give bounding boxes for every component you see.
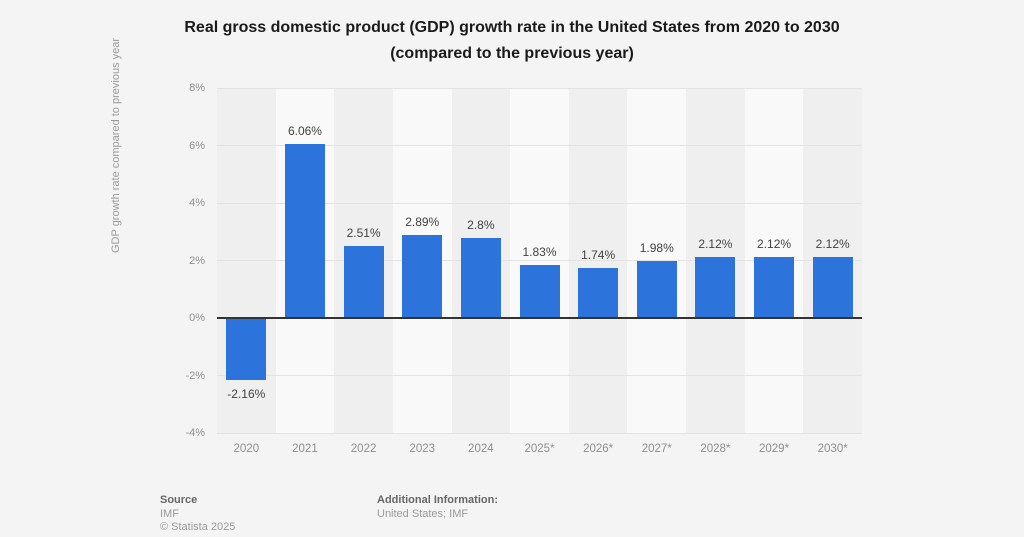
y-tick-label: 8% <box>189 82 205 94</box>
x-tick-label: 2025* <box>524 443 555 455</box>
bar-2029[interactable] <box>754 257 795 318</box>
gridline <box>217 432 862 434</box>
x-tick-label: 2027* <box>641 443 672 455</box>
gridline <box>217 87 862 89</box>
bar-2027[interactable] <box>636 261 677 318</box>
bar-2025[interactable] <box>519 265 560 318</box>
additional-info-label: Additional Information: <box>377 494 498 506</box>
bar-2021[interactable] <box>284 143 325 318</box>
y-tick-label: 6% <box>189 139 205 152</box>
source-label: Source <box>160 494 198 506</box>
bar-2023[interactable] <box>402 234 443 318</box>
bar-2022[interactable] <box>343 245 384 318</box>
bar-2024[interactable] <box>460 237 501 318</box>
source-value: IMF <box>160 507 179 520</box>
bar-2026[interactable] <box>578 267 619 318</box>
gridline <box>217 260 862 261</box>
gridline <box>217 375 862 376</box>
x-tick-label: 2023 <box>409 443 436 455</box>
footer-source: Source IMF © Statista 2025 <box>160 494 235 535</box>
bar-2020[interactable] <box>226 318 267 381</box>
footer-additional: Additional Information: United States; I… <box>377 494 498 521</box>
x-tick-label: 2029* <box>759 443 790 455</box>
gridline <box>217 145 862 146</box>
plot-area <box>217 87 862 434</box>
chart-title-line1: Real gross domestic product (GDP) growth… <box>184 19 840 36</box>
y-tick-label: 2% <box>189 254 205 267</box>
y-tick-label: -2% <box>185 369 205 382</box>
x-tick-label: 2028* <box>700 443 731 455</box>
x-tick-label: 2021 <box>292 443 318 455</box>
x-tick-label: 2024 <box>468 443 494 455</box>
x-tick-label: 2020 <box>233 443 260 455</box>
bar-2030[interactable] <box>812 257 853 318</box>
chart-title-line2: (compared to the previous year) <box>390 45 634 62</box>
copyright: © Statista 2025 <box>160 521 236 533</box>
x-tick-label: 2022 <box>350 443 377 455</box>
y-tick-label: 0% <box>189 312 205 324</box>
x-tick-label: 2026* <box>583 443 614 455</box>
additional-info-value: United States; IMF <box>377 507 469 520</box>
y-tick-label: -4% <box>185 427 205 439</box>
x-tick-label: 2030* <box>817 443 848 455</box>
y-tick-label: 4% <box>189 197 205 209</box>
chart-title: Real gross domestic product (GDP) growth… <box>0 15 1024 67</box>
bar-2028[interactable] <box>695 257 736 318</box>
gridline <box>217 202 862 204</box>
